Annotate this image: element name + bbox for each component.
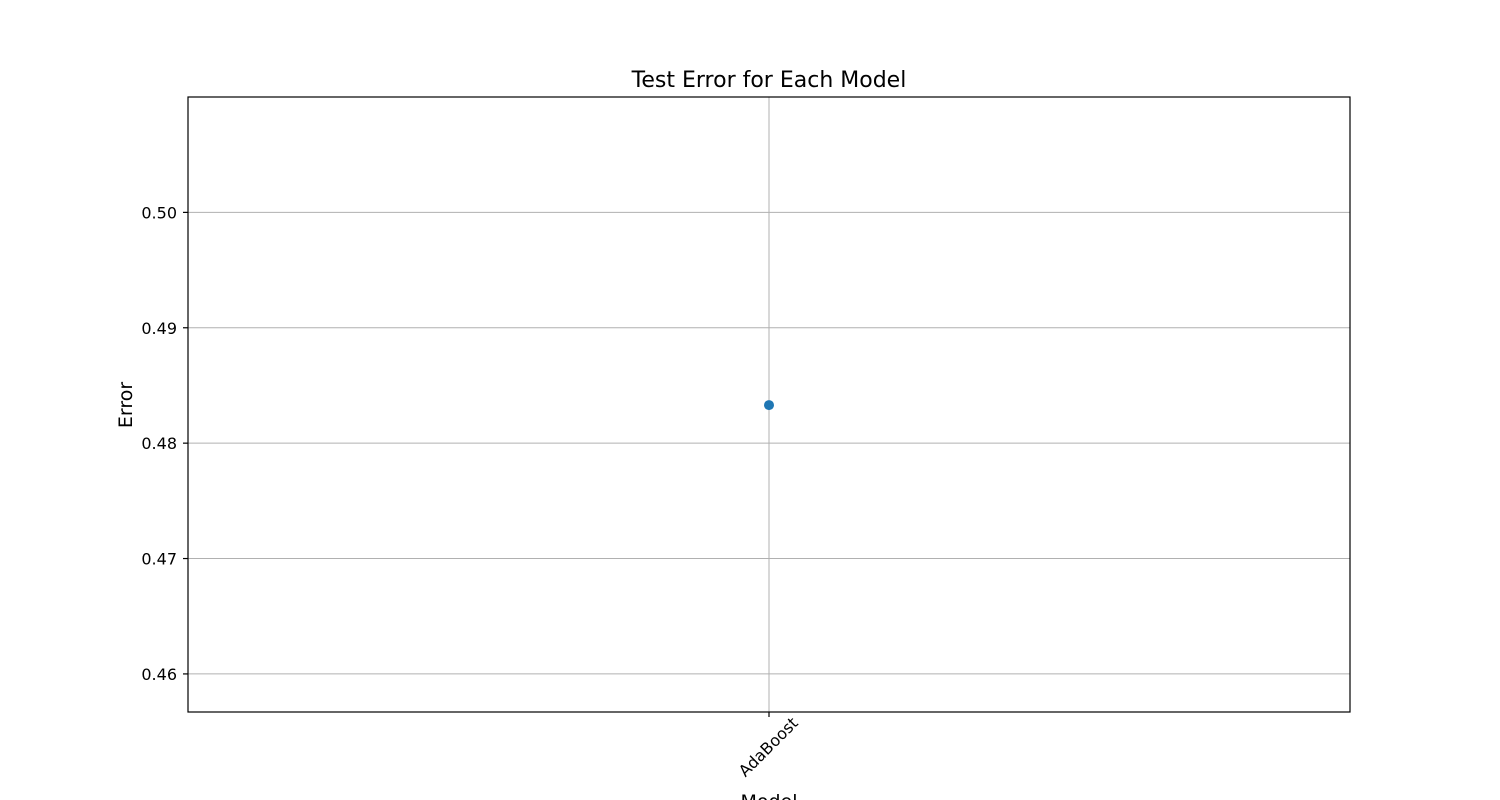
grid xyxy=(188,97,1350,712)
y-tick-label: 0.50 xyxy=(141,203,177,222)
y-axis-label: Error xyxy=(115,382,137,429)
y-tick-label: 0.49 xyxy=(141,319,177,338)
chart-title: Test Error for Each Model xyxy=(631,68,907,93)
x-axis-label: Model xyxy=(740,791,797,800)
y-tick-label: 0.46 xyxy=(141,665,177,684)
data-marks xyxy=(764,400,774,411)
y-tick-label: 0.47 xyxy=(141,550,177,569)
plot-frame xyxy=(187,96,1351,713)
data-point xyxy=(764,400,774,411)
y-tick-label: 0.48 xyxy=(141,434,177,453)
